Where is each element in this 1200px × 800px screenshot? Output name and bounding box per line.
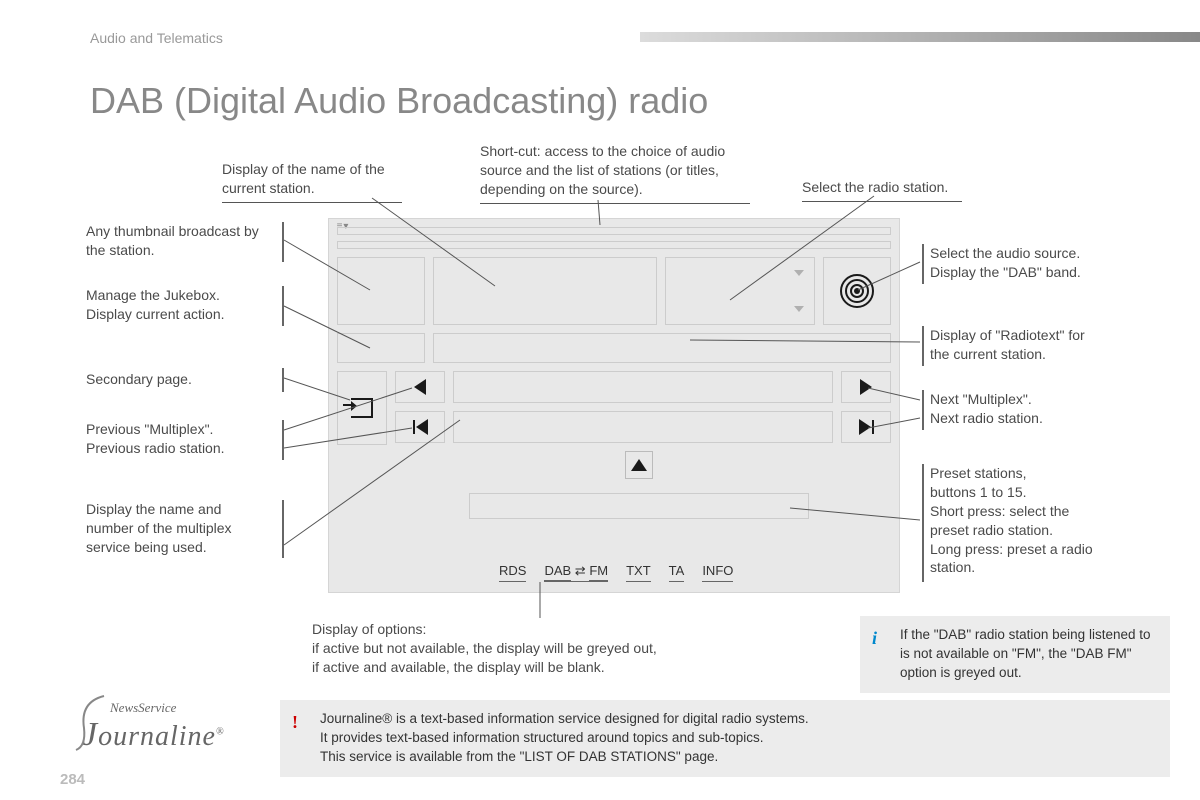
callout-next-multiplex: Next "Multiplex". Next radio station.: [930, 390, 1110, 428]
chevron-down-icon: [794, 306, 804, 312]
spiral-icon: [840, 274, 874, 308]
callout-thumbnail: Any thumbnail broadcast by the station.: [86, 222, 281, 260]
option-info[interactable]: INFO: [702, 563, 733, 582]
expand-up-button[interactable]: [625, 451, 653, 479]
callout-select-station: Select the radio station.: [802, 178, 972, 202]
skip-prev-icon: [413, 419, 428, 435]
journaline-line2: It provides text-based information struc…: [320, 730, 763, 745]
jukebox-area[interactable]: [337, 333, 425, 363]
callout-audio-source: Select the audio source. Display the "DA…: [930, 244, 1110, 282]
skip-next-icon: [859, 419, 874, 435]
journaline-line1: Journaline® is a text-based information …: [320, 711, 809, 726]
callout-multiplex-service: Display the name and number of the multi…: [86, 500, 281, 557]
radiotext-area: [433, 333, 891, 363]
callout-radiotext: Display of "Radiotext" for the current s…: [930, 326, 1110, 364]
title-bar-2: [337, 241, 891, 249]
secondary-page-button[interactable]: [337, 371, 387, 445]
journaline-note-box: ! Journaline® is a text-based informatio…: [280, 700, 1170, 777]
callout-prev-multiplex: Previous "Multiplex". Previous radio sta…: [86, 420, 281, 458]
next-multiplex-button[interactable]: [841, 371, 891, 403]
header-gradient-bar: [640, 32, 1200, 42]
title-bar-1: [337, 227, 891, 235]
options-row: RDS DAB ⇄ FM TXT TA INFO: [499, 563, 733, 582]
presets-bar[interactable]: [469, 493, 809, 519]
prev-multiplex-button[interactable]: [395, 371, 445, 403]
next-station-button[interactable]: [841, 411, 891, 443]
info-icon: i: [872, 626, 877, 651]
callout-secondary: Secondary page.: [86, 370, 281, 389]
thumbnail-area[interactable]: [337, 257, 425, 325]
callout-jukebox: Manage the Jukebox. Display current acti…: [86, 286, 281, 324]
callout-options: Display of options: if active but not av…: [312, 620, 732, 677]
triangle-right-icon: [860, 379, 872, 395]
page-number: 284: [60, 771, 85, 788]
chevron-down-icon: [794, 270, 804, 276]
warning-icon: !: [292, 710, 298, 735]
dab-screen-diagram: ≡▾ RDS DAB ⇄ FM TXT TA INFO: [328, 218, 900, 593]
secondary-page-icon: [351, 398, 373, 418]
page-title: DAB (Digital Audio Broadcasting) radio: [90, 80, 708, 122]
audio-source-button[interactable]: [823, 257, 891, 325]
info-note-text: If the "DAB" radio station being listene…: [900, 627, 1150, 680]
option-rds[interactable]: RDS: [499, 563, 526, 582]
multiplex-number-area: [453, 411, 833, 443]
callout-current-station: Display of the name of the current stati…: [222, 160, 432, 203]
triangle-left-icon: [414, 379, 426, 395]
multiplex-name-area: [453, 371, 833, 403]
triangle-up-icon: [631, 459, 647, 471]
journaline-line3: This service is available from the "LIST…: [320, 749, 718, 764]
info-note-box: i If the "DAB" radio station being liste…: [860, 616, 1170, 693]
callout-shortcut: Short-cut: access to the choice of audio…: [480, 142, 770, 204]
journaline-logo: NewsService Journaline®: [82, 700, 272, 754]
option-txt[interactable]: TXT: [626, 563, 651, 582]
prev-station-button[interactable]: [395, 411, 445, 443]
callout-presets: Preset stations, buttons 1 to 15. Short …: [930, 464, 1130, 577]
station-name-area[interactable]: [433, 257, 657, 325]
select-station-area[interactable]: [665, 257, 815, 325]
option-ta[interactable]: TA: [669, 563, 685, 582]
option-dab-fm[interactable]: DAB ⇄ FM: [544, 563, 608, 582]
